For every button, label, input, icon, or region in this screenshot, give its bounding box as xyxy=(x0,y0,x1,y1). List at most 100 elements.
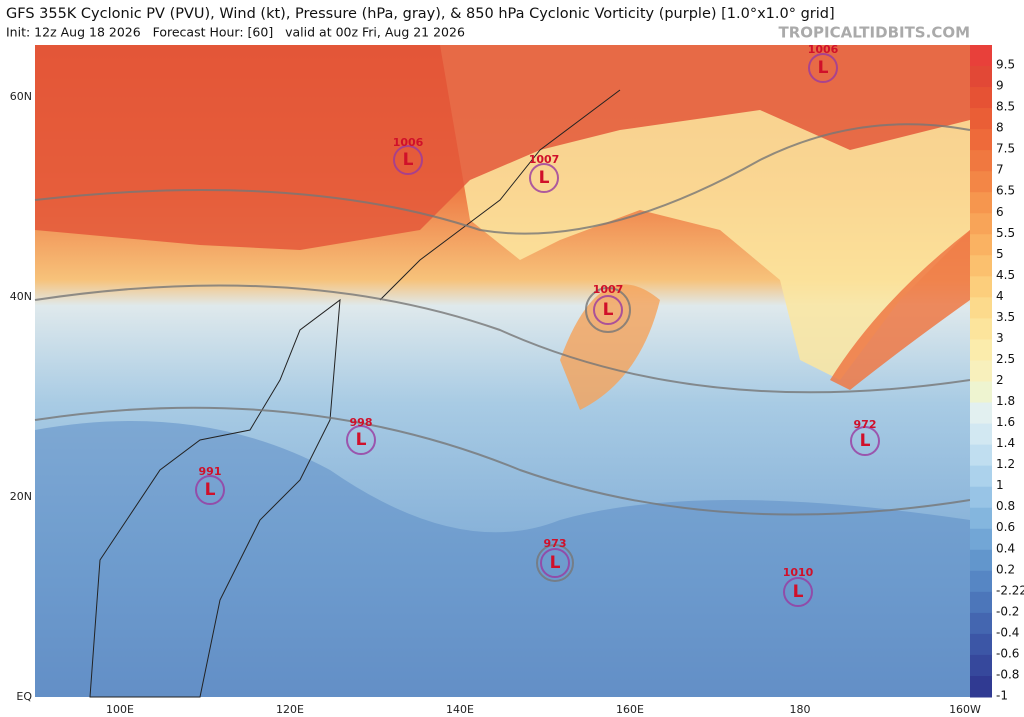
colorbar-swatch xyxy=(970,213,992,235)
vorticity-ring xyxy=(783,577,813,607)
colorbar-label: 9.5 xyxy=(996,58,1015,72)
low-symbol: L xyxy=(860,431,871,451)
colorbar-swatch xyxy=(970,633,992,656)
low-pressure: 1010 xyxy=(783,566,814,579)
colorbar-swatch xyxy=(970,675,992,698)
vorticity-ring xyxy=(540,548,570,578)
low-pressure: 972 xyxy=(854,418,877,431)
colorbar-label: 0.4 xyxy=(996,541,1015,555)
colorbar-swatch xyxy=(970,507,992,530)
lon-label: 180 xyxy=(790,703,811,716)
colorbar-label: 3 xyxy=(996,331,1004,345)
colorbar-swatch xyxy=(970,45,992,67)
isobar xyxy=(585,287,631,333)
low-pressure: 1007 xyxy=(593,283,624,296)
low-symbol: L xyxy=(603,300,614,320)
colorbar-swatch xyxy=(970,276,992,298)
colorbar-swatch xyxy=(970,654,992,677)
coastline xyxy=(379,89,621,301)
colorbar-swatch xyxy=(970,150,992,172)
colorbar-label: 8 xyxy=(996,121,1004,135)
colorbar-swatch xyxy=(970,444,992,467)
low-symbol: L xyxy=(205,480,216,500)
lat-label: 60N xyxy=(10,90,32,103)
colorbar-label: 4 xyxy=(996,289,1004,303)
colorbar-label: 5 xyxy=(996,247,1004,261)
vorticity-ring xyxy=(195,475,225,505)
colorbar-swatch xyxy=(970,66,992,88)
map xyxy=(34,45,971,698)
colorbar-label: 1.2 xyxy=(996,457,1015,471)
vorticity-ring xyxy=(346,425,376,455)
colorbar-label: 2.5 xyxy=(996,352,1015,366)
colorbar-label: 0.8 xyxy=(996,499,1015,513)
colorbar-label: 9 xyxy=(996,79,1004,93)
vorticity-ring xyxy=(808,53,838,83)
pv-blue xyxy=(35,421,970,697)
lon-label: 120E xyxy=(276,703,304,716)
colorbar-swatch xyxy=(970,234,992,256)
colorbar-label: 7 xyxy=(996,163,1004,177)
low-pressure: 1007 xyxy=(529,153,560,166)
colorbar-label: -0.8 xyxy=(996,667,1019,681)
colorbar-label: 6 xyxy=(996,205,1004,219)
low-pressure: 1006 xyxy=(808,43,839,56)
colorbar-label: 2 xyxy=(996,373,1004,387)
vorticity-ring xyxy=(593,295,623,325)
lon-label: 140E xyxy=(446,703,474,716)
coastline xyxy=(89,298,341,698)
colorbar-label: -0.6 xyxy=(996,646,1019,660)
colorbar-swatch xyxy=(970,402,992,425)
colorbar-swatch xyxy=(970,108,992,130)
colorbar-label: 1.8 xyxy=(996,394,1015,408)
low-symbol: L xyxy=(356,430,367,450)
title: GFS 355K Cyclonic PV (PVU), Wind (kt), P… xyxy=(6,6,835,22)
colorbar-label: 7.5 xyxy=(996,142,1015,156)
lon-label: 160E xyxy=(616,703,644,716)
low-symbol: L xyxy=(539,168,550,188)
isobar xyxy=(536,544,574,582)
low-symbol: L xyxy=(550,553,561,573)
low-pressure: 991 xyxy=(199,465,222,478)
lon-label: 100E xyxy=(106,703,134,716)
colorbar-swatch xyxy=(970,339,992,361)
colorbar-swatch xyxy=(970,171,992,193)
low-pressure: 973 xyxy=(544,537,567,550)
low-pressure: 998 xyxy=(350,416,373,429)
colorbar-swatch xyxy=(970,612,992,635)
colorbar-label: 1.4 xyxy=(996,436,1015,450)
watermark: TROPICALTIDBITS.COM xyxy=(779,24,971,42)
lat-label: EQ xyxy=(16,690,32,703)
lon-label: 160W xyxy=(949,703,981,716)
colorbar-swatch xyxy=(970,255,992,277)
colorbar-swatch xyxy=(970,528,992,551)
pv-orange xyxy=(560,284,660,410)
colorbar-label: -0.4 xyxy=(996,625,1019,639)
vorticity-ring xyxy=(393,145,423,175)
colorbar-swatch xyxy=(970,318,992,340)
colorbar-label: -1 xyxy=(996,689,1008,703)
colorbar-label: -0.2 xyxy=(996,604,1019,618)
low-symbol: L xyxy=(793,582,804,602)
colorbar-swatch xyxy=(970,549,992,572)
pv-orange xyxy=(830,230,970,390)
colorbar-label: 1 xyxy=(996,478,1004,492)
low-symbol: L xyxy=(818,58,829,78)
colorbar-swatch xyxy=(970,381,992,404)
colorbar-swatch xyxy=(970,591,992,614)
colorbar-swatch xyxy=(970,360,992,383)
low-pressure: 1006 xyxy=(393,136,424,149)
isobar xyxy=(34,406,971,516)
colorbar-label: 8.5 xyxy=(996,100,1015,114)
low-symbol: L xyxy=(403,150,414,170)
colorbar-label: 1.6 xyxy=(996,415,1015,429)
pv-red xyxy=(35,45,970,250)
colorbar-label: 6.5 xyxy=(996,184,1015,198)
colorbar-label: 0.2 xyxy=(996,562,1015,576)
colorbar-label: 5.5 xyxy=(996,226,1015,240)
colorbar-swatch xyxy=(970,192,992,214)
colorbar-swatch xyxy=(970,297,992,319)
colorbar-swatch xyxy=(970,570,992,593)
isobar xyxy=(34,284,971,394)
